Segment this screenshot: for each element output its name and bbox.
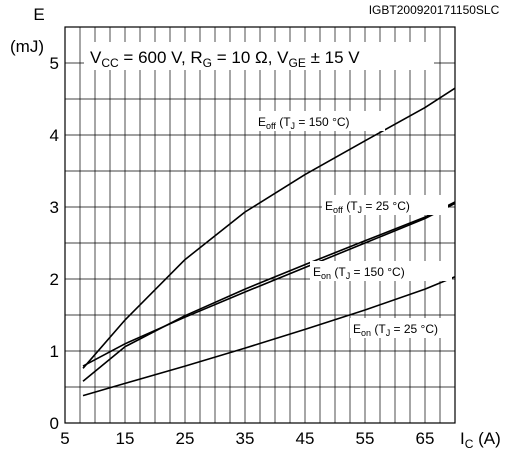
condition-vge: ± 15 V — [311, 48, 361, 67]
x-axis-title: IC (A) — [460, 429, 501, 451]
x-tick-label: 65 — [416, 429, 435, 448]
y-axis-symbol: E — [33, 5, 44, 24]
x-axis-unit: (A) — [478, 429, 501, 448]
svg-text:Eon (TJ = 25 °C): Eon (TJ = 25 °C) — [353, 322, 438, 338]
x-tick-label: 45 — [296, 429, 315, 448]
condition-group: VCC = 600 V, RG = 10 Ω, VGE ± 15 V — [84, 42, 434, 70]
curves — [82, 87, 456, 397]
y-tick-label: 5 — [50, 54, 59, 73]
grid — [64, 26, 456, 424]
y-tick-label: 0 — [50, 414, 59, 433]
x-tick-label: 25 — [176, 429, 195, 448]
x-tick-label: 55 — [356, 429, 375, 448]
y-tick-label: 4 — [50, 126, 59, 145]
x-tick-label: 35 — [236, 429, 255, 448]
x-tick-label: 15 — [116, 429, 135, 448]
x-tick-labels: 5 15 25 35 45 55 65 — [60, 429, 434, 448]
y-tick-label: 3 — [50, 198, 59, 217]
series-label-2: Eoff (TJ = 25 °C) — [322, 195, 448, 215]
x-axis-symbol: I — [460, 429, 465, 448]
y-tick-label: 1 — [50, 342, 59, 361]
series-line-1 — [82, 87, 456, 369]
x-tick-label: 5 — [60, 429, 69, 448]
condition-label: VCC = 600 V, RG = 10 Ω, VGE ± 15 V — [90, 48, 360, 70]
y-axis-unit: (mJ) — [10, 37, 44, 56]
condition-rg: 10 Ω — [231, 48, 267, 67]
series-labels: Eoff (TJ = 150 °C) Eoff (TJ = 25 °C) Eon (… — [255, 111, 454, 338]
y-tick-labels: 0 1 2 3 4 5 — [50, 54, 59, 433]
svg-text:Eoff (TJ = 25 °C): Eoff (TJ = 25 °C) — [325, 199, 410, 215]
y-tick-label: 2 — [50, 270, 59, 289]
series-label-1: Eoff (TJ = 150 °C) — [255, 111, 385, 131]
code-label: IGBT200920171150SLC — [369, 3, 500, 17]
series-label-3: Eon (TJ = 150 °C) — [310, 261, 452, 281]
svg-text:Eon (TJ = 150 °C): Eon (TJ = 150 °C) — [313, 265, 405, 281]
series-line-3 — [82, 202, 456, 367]
plot-frame — [64, 26, 456, 424]
condition-vcc: 600 V — [138, 48, 183, 67]
series-label-4: Eon (TJ = 25 °C) — [350, 318, 454, 338]
series-line-4 — [82, 276, 456, 397]
svg-text:Eoff (TJ = 150 °C): Eoff (TJ = 150 °C) — [258, 115, 350, 131]
series-line-2 — [82, 201, 456, 382]
x-axis-subscript: C — [465, 437, 474, 451]
